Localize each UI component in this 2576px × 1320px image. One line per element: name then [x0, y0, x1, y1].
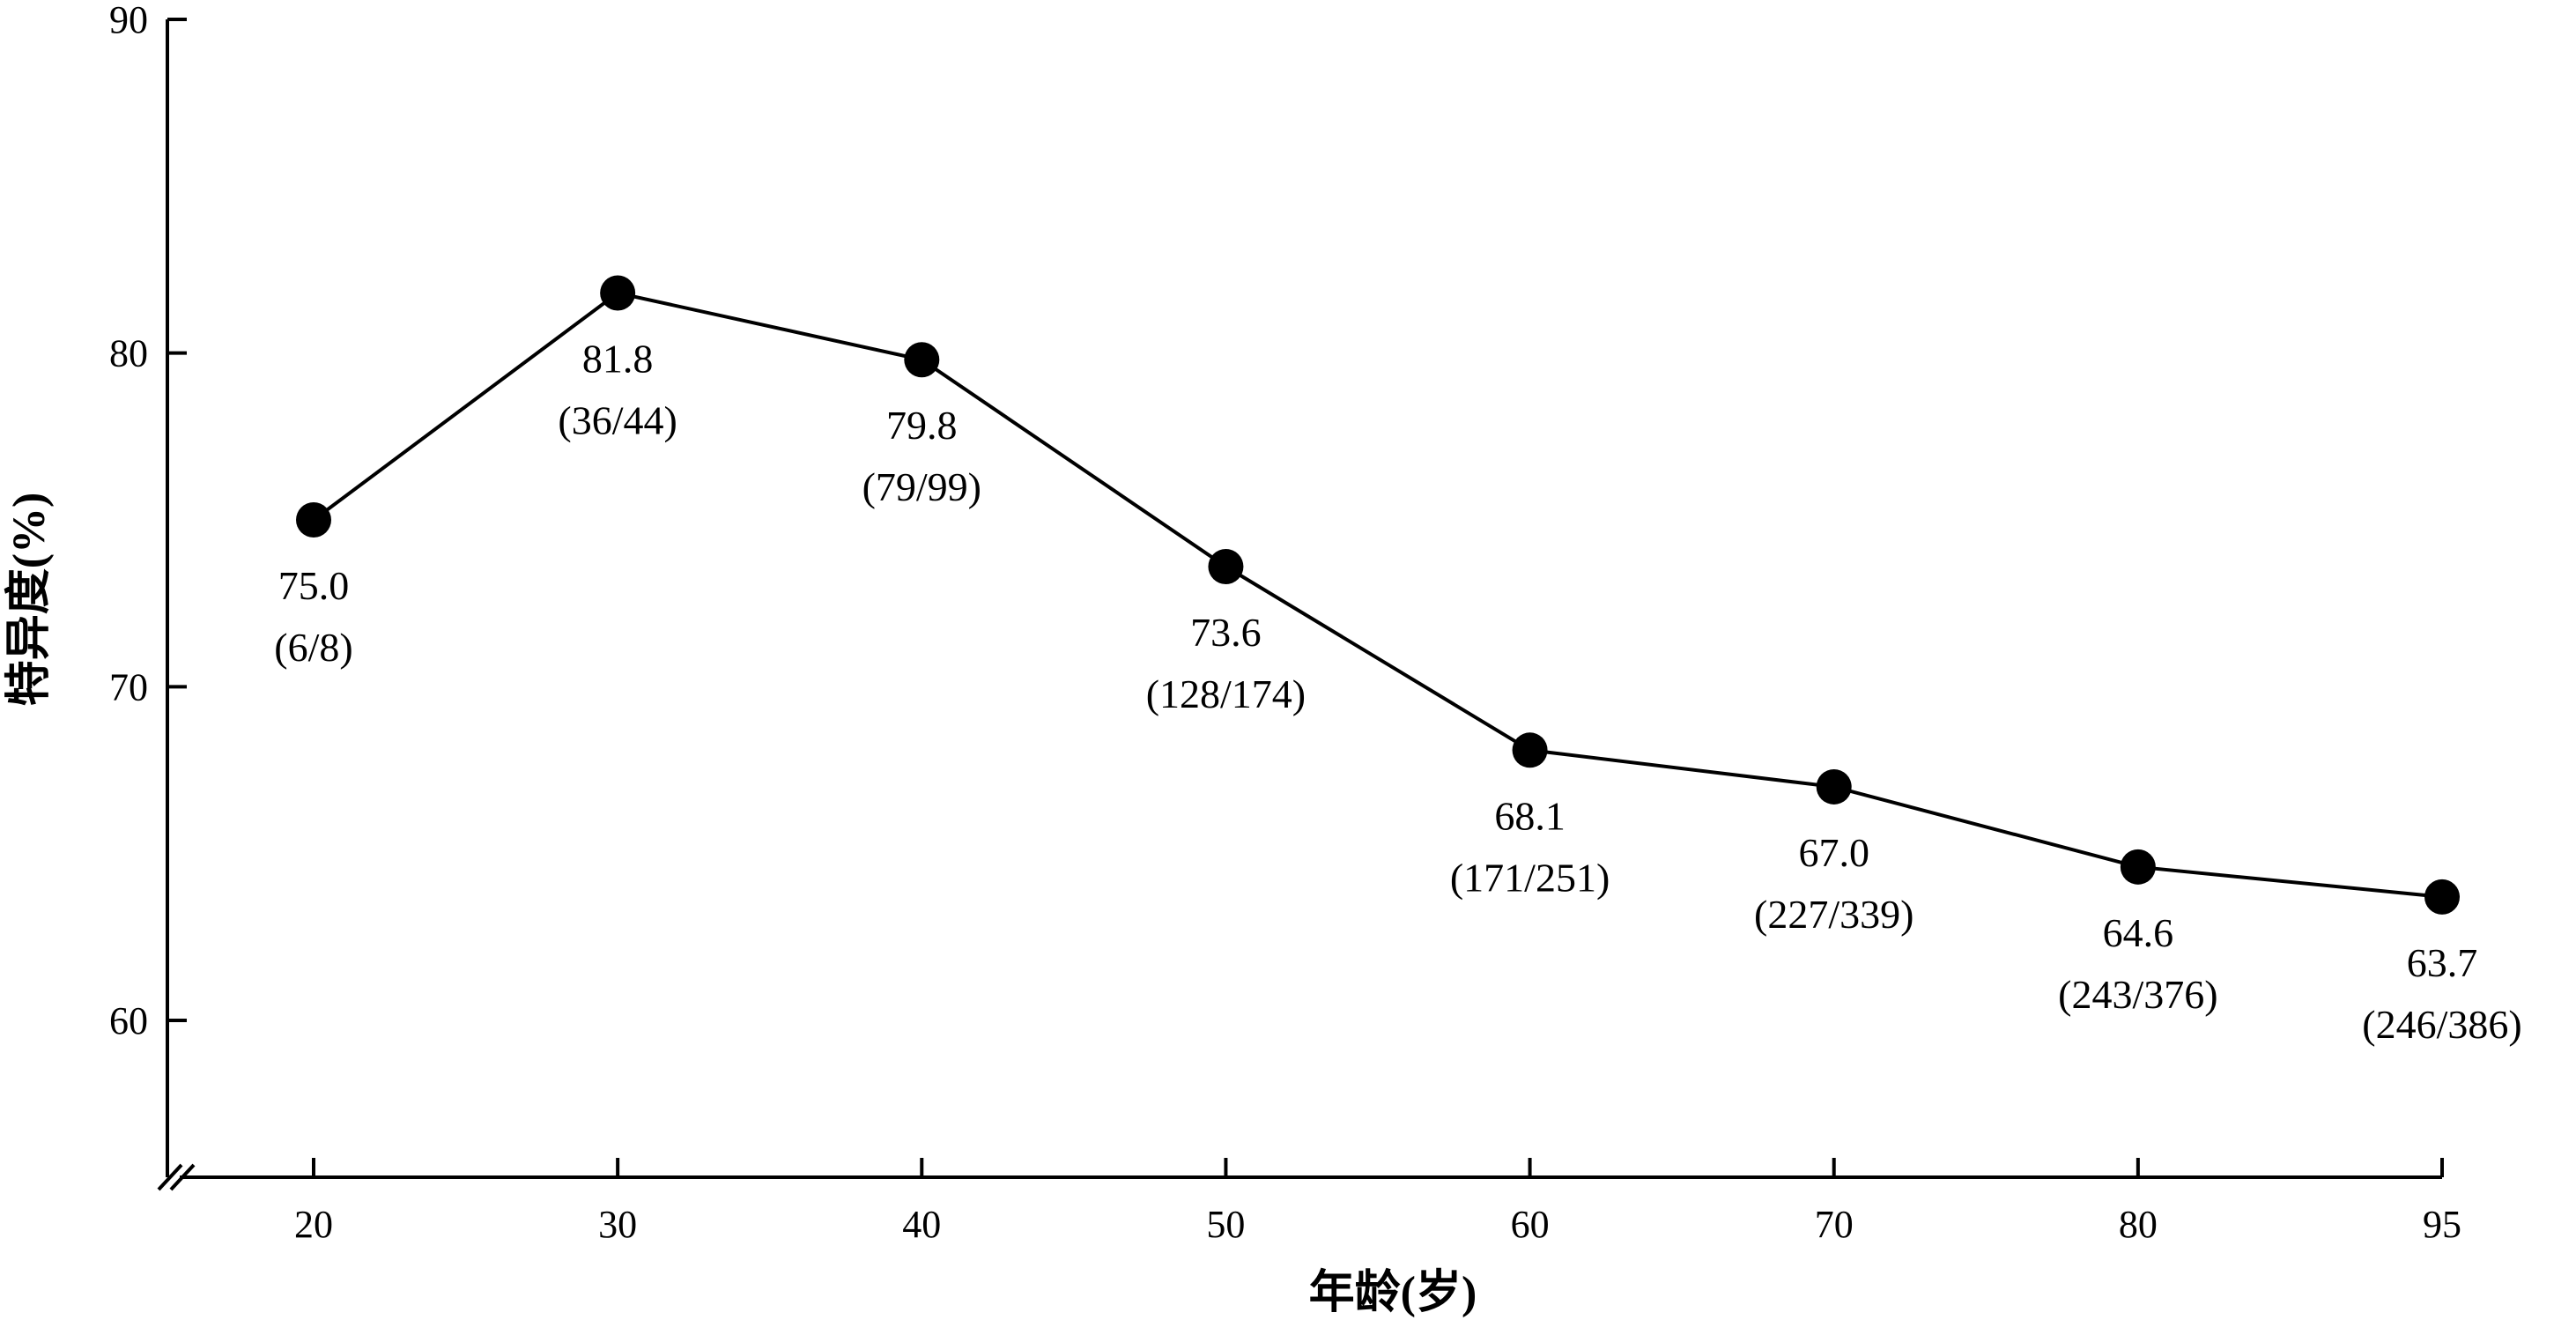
- y-axis-title: 特异度(%): [4, 493, 55, 707]
- x-tick-label: 95: [2423, 1203, 2461, 1246]
- data-count-label: (6/8): [274, 625, 352, 670]
- data-count-label: (79/99): [862, 464, 981, 509]
- data-point-marker: [1512, 732, 1548, 768]
- data-count-label: (36/44): [558, 398, 677, 443]
- data-value-label: 75.0: [278, 563, 350, 608]
- data-value-label: 68.1: [1494, 793, 1566, 838]
- data-point-marker: [600, 275, 636, 311]
- x-tick-label: 60: [1511, 1203, 1550, 1246]
- data-count-label: (227/339): [1754, 892, 1913, 937]
- data-count-label: (243/376): [2058, 972, 2217, 1017]
- axis-break-marker: [157, 1163, 196, 1191]
- y-tick-label: 70: [109, 665, 148, 708]
- data-count-label: (128/174): [1146, 671, 1306, 716]
- data-point-marker: [2424, 879, 2460, 915]
- data-count-label: (246/386): [2362, 1002, 2521, 1047]
- data-value-label: 63.7: [2407, 940, 2478, 985]
- x-tick-label: 20: [294, 1203, 333, 1246]
- y-ticks: 60 70 80 90: [109, 0, 187, 1042]
- x-tick-label: 40: [902, 1203, 941, 1246]
- x-tick-label: 50: [1206, 1203, 1245, 1246]
- y-tick-label: 90: [109, 0, 148, 41]
- data-value-label: 81.8: [582, 337, 654, 382]
- data-value-label: 73.6: [1190, 610, 1262, 655]
- x-tick-label: 30: [598, 1203, 637, 1246]
- x-axis-title: 年龄(岁): [1309, 1267, 1477, 1318]
- axes: [157, 19, 2442, 1191]
- series: [296, 275, 2460, 915]
- y-tick-label: 80: [109, 332, 148, 375]
- data-point-marker: [1208, 549, 1244, 585]
- data-point-marker: [1816, 768, 1852, 805]
- data-point-marker: [296, 502, 331, 538]
- data-point-marker: [904, 342, 940, 378]
- data-value-label: 64.6: [2103, 910, 2174, 955]
- data-count-label: (171/251): [1450, 855, 1610, 900]
- x-tick-label: 70: [1815, 1203, 1854, 1246]
- data-value-label: 79.8: [886, 403, 958, 448]
- y-tick-label: 60: [109, 999, 148, 1042]
- data-labels: 75.0 (6/8) 81.8 (36/44) 79.8 (79/99) 73.6 (128/…: [274, 337, 2521, 1047]
- x-tick-label: 80: [2119, 1203, 2158, 1246]
- series-line: [312, 291, 2443, 899]
- data-value-label: 67.0: [1798, 830, 1869, 875]
- x-ticks: 20 30 40 50 60 70 80 95: [294, 1158, 2461, 1246]
- data-point-marker: [2120, 849, 2156, 885]
